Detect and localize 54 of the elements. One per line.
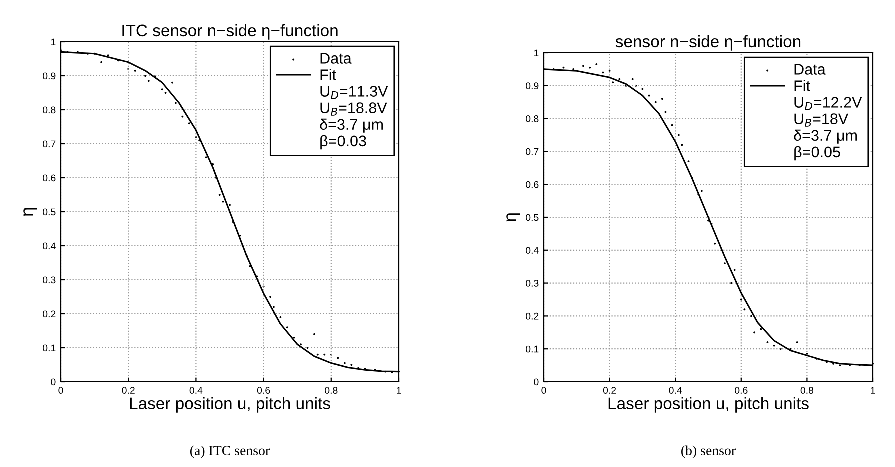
- text: (b) sensor: [682, 446, 736, 458]
- y-tick-label: 0.8: [526, 116, 539, 122]
- text: (a) ITC sensor: [190, 446, 270, 458]
- y-tick-label: 0: [51, 378, 56, 386]
- y-tick-label: 0.7: [43, 140, 56, 148]
- y-tick-label: 0.3: [526, 280, 539, 287]
- annotation: β=0.03: [320, 135, 366, 150]
- legend-label: Fit: [794, 80, 810, 92]
- x-tick-label: 0.6: [735, 387, 748, 394]
- y-tick-label: 0.5: [43, 208, 56, 216]
- chart-title: sensor n−side η−function: [616, 35, 801, 51]
- x-tick-label: 0.4: [190, 387, 203, 394]
- annotation: β=0.05: [794, 146, 840, 161]
- y-tick-label: 1: [51, 38, 56, 46]
- y-tick-label: 0.7: [526, 148, 539, 156]
- y-axis-title: η: [24, 208, 38, 216]
- y-tick-label: 0.1: [526, 346, 539, 353]
- y-tick-label: 0.3: [43, 276, 56, 284]
- x-tick-label: 0.8: [325, 387, 338, 394]
- annotation: U$_{B}$=18.8V: [320, 102, 388, 116]
- annotation: δ=3.7 μm: [320, 118, 383, 133]
- annotation: U$_{D}$=11.3V: [320, 86, 388, 100]
- y-axis-title: η: [506, 214, 520, 222]
- y-tick-label: 0.2: [43, 310, 56, 318]
- annotation: U$_{B}$=18V: [794, 114, 849, 127]
- y-tick-label: 0.1: [43, 344, 56, 352]
- y-tick-label: 0.2: [526, 312, 539, 320]
- legend-label: Fit: [320, 69, 336, 80]
- x-tick-label: 0.2: [603, 387, 616, 394]
- y-tick-label: 0.6: [526, 181, 539, 188]
- x-tick-label: 1: [871, 387, 876, 394]
- x-tick-label: 0.8: [800, 387, 814, 394]
- x-tick-label: 0.6: [257, 387, 270, 394]
- x-tick-label: 0.4: [669, 387, 682, 394]
- x-tick-label: 0: [542, 387, 546, 394]
- y-tick-label: 0.8: [43, 106, 56, 114]
- chart-title: ITC sensor n−side η−function: [122, 24, 338, 40]
- x-tick-label: 0: [58, 387, 64, 394]
- x-axis-title: Laser position u, pitch units: [608, 397, 809, 413]
- annotation: U$_{D}$=12.2V: [794, 97, 862, 110]
- y-tick-label: 0: [534, 378, 539, 386]
- x-tick-label: 0.2: [122, 387, 135, 394]
- y-tick-label: 0.6: [43, 174, 56, 182]
- legend-label: Data: [320, 53, 352, 64]
- y-tick-label: 1: [534, 50, 539, 57]
- legend-label: Data: [794, 64, 826, 75]
- annotation: δ=3.7 μm: [794, 130, 857, 144]
- y-tick-label: 0.5: [526, 214, 539, 222]
- y-tick-label: 0.9: [43, 72, 56, 80]
- y-tick-label: 0.4: [526, 247, 539, 254]
- y-tick-label: 0.9: [526, 82, 539, 90]
- x-tick-label: 1: [397, 387, 402, 394]
- y-tick-label: 0.4: [43, 242, 56, 250]
- x-axis-title: Laser position u, pitch units: [130, 397, 330, 413]
